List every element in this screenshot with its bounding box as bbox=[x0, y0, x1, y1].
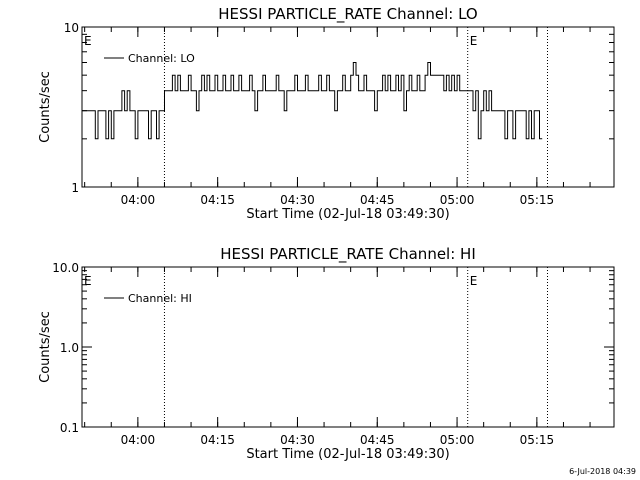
series-line bbox=[82, 62, 543, 140]
y-tick-label: 10.0 bbox=[52, 261, 79, 275]
y-axis-label: Counts/sec bbox=[38, 311, 53, 383]
y-tick-label: 0.1 bbox=[60, 421, 79, 435]
x-axis-label: Start Time (02-Jul-18 03:49:30) bbox=[246, 447, 449, 462]
chart-title: HESSI PARTICLE_RATE Channel: HI bbox=[220, 245, 476, 264]
x-tick-label: 04:30 bbox=[280, 193, 315, 207]
legend-label: Channel: HI bbox=[128, 292, 192, 305]
event-marker-label: E bbox=[470, 274, 478, 288]
x-tick-label: 05:00 bbox=[440, 433, 475, 447]
chart-title: HESSI PARTICLE_RATE Channel: LO bbox=[218, 5, 477, 24]
x-tick-label: 04:15 bbox=[200, 193, 235, 207]
y-tick-label: 1 bbox=[71, 181, 79, 195]
plot-frame bbox=[81, 26, 615, 188]
chart-panel-2: HESSI PARTICLE_RATE Channel: HI Counts/se… bbox=[38, 245, 615, 462]
event-marker-label: E bbox=[84, 34, 92, 48]
x-axis-label: Start Time (02-Jul-18 03:49:30) bbox=[246, 207, 449, 222]
x-tick-label: 04:15 bbox=[200, 433, 235, 447]
x-tick-label: 04:00 bbox=[121, 433, 156, 447]
event-marker-label: E bbox=[470, 34, 478, 48]
x-tick-label: 05:15 bbox=[520, 433, 555, 447]
y-tick-label: 1.0 bbox=[60, 341, 79, 355]
x-tick-label: 04:45 bbox=[360, 193, 395, 207]
generation-timestamp: 6-Jul-2018 04:39 bbox=[569, 467, 636, 476]
x-tick-label: 04:45 bbox=[360, 433, 395, 447]
chart-panel-1: HESSI PARTICLE_RATE Channel: LO Counts/se… bbox=[38, 5, 615, 222]
y-axis-label: Counts/sec bbox=[38, 71, 53, 143]
x-tick-label: 04:00 bbox=[121, 193, 156, 207]
x-tick-label: 04:30 bbox=[280, 433, 315, 447]
x-tick-label: 05:15 bbox=[520, 193, 555, 207]
legend-label: Channel: LO bbox=[128, 52, 195, 65]
y-tick-label: 10 bbox=[64, 21, 79, 35]
x-tick-label: 05:00 bbox=[440, 193, 475, 207]
plot-frame bbox=[81, 266, 615, 428]
event-marker-label: E bbox=[84, 274, 92, 288]
